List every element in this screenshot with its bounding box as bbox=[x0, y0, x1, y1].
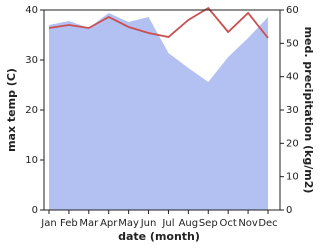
x-tick-label: Nov bbox=[238, 218, 258, 229]
y-tick-label: 40 bbox=[25, 5, 38, 16]
y-tick-label: 20 bbox=[25, 105, 38, 116]
y2-tick-label: 50 bbox=[286, 38, 299, 49]
x-tick-label: Apr bbox=[100, 218, 118, 229]
x-axis-title: date (month) bbox=[118, 230, 200, 243]
x-tick-label: Feb bbox=[60, 218, 78, 229]
y-tick-label: 30 bbox=[25, 55, 38, 66]
y2-tick-label: 0 bbox=[286, 205, 292, 216]
y2-tick-label: 40 bbox=[286, 72, 299, 83]
x-tick-label: Jun bbox=[140, 218, 157, 229]
x-tick-label: Aug bbox=[179, 218, 199, 229]
y2-axis-title: med. precipitation (kg/m2) bbox=[302, 27, 315, 194]
y2-tick-label: 60 bbox=[286, 5, 299, 16]
y2-tick-label: 20 bbox=[286, 138, 299, 149]
y-tick-label: 10 bbox=[25, 155, 38, 166]
y-axis-title: max temp (C) bbox=[5, 68, 18, 152]
x-tick-label: Oct bbox=[220, 218, 237, 229]
temperature-line bbox=[48, 6, 269, 39]
x-tick-label: Jan bbox=[40, 218, 56, 229]
chart: date (month) max temp (C) med. precipita… bbox=[5, 5, 315, 243]
y2-tick-label: 30 bbox=[286, 105, 299, 116]
x-tick-label: Mar bbox=[79, 218, 99, 229]
y2-tick-label: 10 bbox=[286, 172, 299, 183]
y-tick-label: 0 bbox=[32, 205, 38, 216]
x-tick-label: Dec bbox=[258, 218, 277, 229]
x-tick-label: May bbox=[118, 218, 139, 229]
x-tick-label: Sep bbox=[199, 218, 218, 229]
precipitation-area bbox=[49, 13, 268, 210]
x-tick-label: Jul bbox=[161, 218, 174, 229]
